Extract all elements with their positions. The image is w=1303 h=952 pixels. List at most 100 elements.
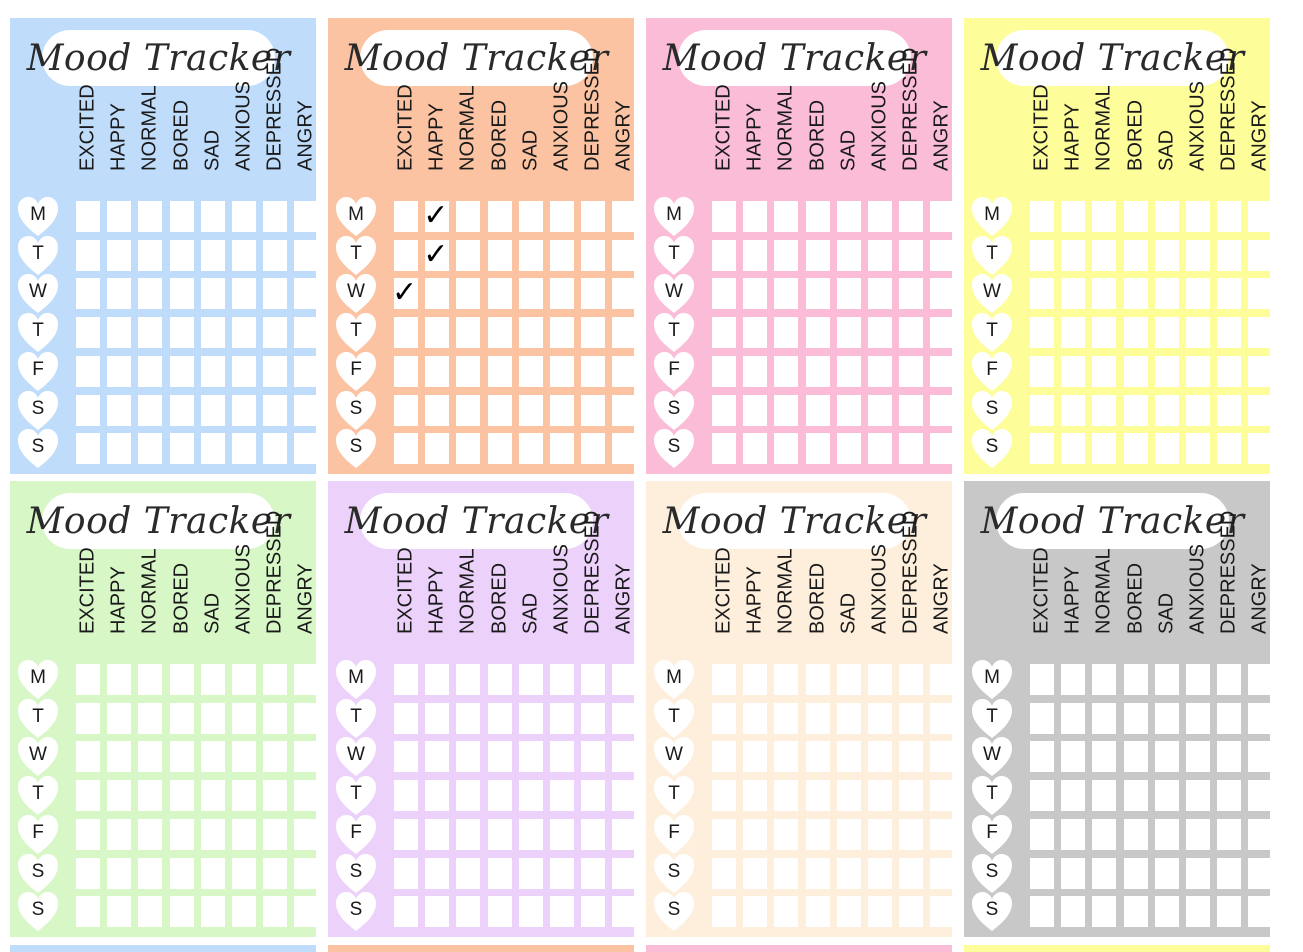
mood-cell[interactable]	[930, 239, 955, 271]
mood-cell[interactable]	[107, 239, 132, 271]
mood-cell[interactable]	[76, 201, 100, 232]
mood-cell[interactable]	[930, 433, 955, 465]
mood-cell[interactable]	[1248, 780, 1273, 812]
mood-cell[interactable]	[612, 664, 637, 695]
mood-cell[interactable]	[612, 239, 637, 271]
mood-cell[interactable]	[805, 278, 830, 310]
mood-cell[interactable]	[868, 664, 892, 695]
mood-cell[interactable]	[1154, 702, 1179, 734]
mood-cell[interactable]	[550, 741, 574, 773]
mood-cell[interactable]	[518, 278, 543, 310]
mood-cell[interactable]	[712, 201, 736, 232]
mood-cell[interactable]	[394, 780, 418, 812]
mood-cell[interactable]	[930, 702, 955, 734]
mood-cell[interactable]	[868, 818, 892, 850]
mood-cell[interactable]	[1217, 201, 1242, 232]
mood-cell[interactable]	[456, 741, 481, 773]
mood-cell[interactable]	[1154, 780, 1179, 812]
mood-cell[interactable]	[76, 741, 100, 773]
mood-cell[interactable]	[868, 394, 892, 426]
mood-cell[interactable]	[1092, 239, 1117, 271]
mood-cell[interactable]	[138, 433, 163, 465]
mood-cell[interactable]	[612, 780, 637, 812]
mood-cell[interactable]	[805, 394, 830, 426]
mood-cell[interactable]	[868, 278, 892, 310]
mood-cell[interactable]	[425, 664, 450, 695]
mood-cell[interactable]	[1061, 317, 1086, 349]
mood-cell[interactable]	[1123, 702, 1148, 734]
mood-cell[interactable]	[550, 394, 574, 426]
mood-cell[interactable]	[1030, 857, 1054, 889]
mood-cell[interactable]	[138, 818, 163, 850]
mood-cell[interactable]	[774, 201, 799, 232]
mood-cell[interactable]	[518, 702, 543, 734]
mood-cell[interactable]	[1030, 741, 1054, 773]
mood-cell[interactable]	[836, 394, 861, 426]
mood-cell[interactable]	[107, 896, 132, 928]
mood-cell[interactable]	[232, 741, 256, 773]
mood-cell[interactable]	[294, 239, 319, 271]
mood-cell[interactable]	[712, 818, 736, 850]
mood-cell[interactable]	[899, 278, 924, 310]
mood-cell[interactable]	[1030, 239, 1054, 271]
mood-cell[interactable]	[294, 702, 319, 734]
mood-cell[interactable]	[425, 741, 450, 773]
mood-cell[interactable]	[743, 857, 768, 889]
mood-cell[interactable]	[712, 239, 736, 271]
mood-cell[interactable]	[774, 433, 799, 465]
mood-cell[interactable]	[1154, 239, 1179, 271]
mood-cell[interactable]	[612, 818, 637, 850]
mood-cell[interactable]	[550, 896, 574, 928]
mood-cell[interactable]	[518, 896, 543, 928]
mood-cell[interactable]	[518, 433, 543, 465]
mood-cell[interactable]	[1248, 355, 1273, 387]
mood-cell[interactable]	[712, 702, 736, 734]
mood-cell[interactable]	[612, 278, 637, 310]
mood-cell[interactable]	[263, 239, 288, 271]
mood-cell[interactable]	[1217, 394, 1242, 426]
mood-cell[interactable]	[581, 702, 606, 734]
mood-cell[interactable]	[868, 201, 892, 232]
mood-cell[interactable]	[169, 317, 194, 349]
mood-cell[interactable]	[1123, 780, 1148, 812]
mood-cell[interactable]	[1030, 433, 1054, 465]
mood-cell[interactable]	[518, 201, 543, 232]
mood-cell[interactable]	[550, 201, 574, 232]
mood-cell[interactable]	[456, 896, 481, 928]
mood-cell[interactable]	[487, 741, 512, 773]
mood-cell[interactable]	[805, 818, 830, 850]
mood-cell[interactable]	[232, 664, 256, 695]
mood-cell[interactable]	[581, 741, 606, 773]
mood-cell[interactable]	[774, 780, 799, 812]
mood-cell[interactable]	[200, 394, 225, 426]
mood-cell[interactable]	[774, 355, 799, 387]
mood-cell[interactable]	[836, 317, 861, 349]
mood-cell[interactable]	[612, 702, 637, 734]
mood-cell[interactable]	[169, 201, 194, 232]
mood-cell[interactable]	[868, 702, 892, 734]
mood-cell[interactable]	[294, 780, 319, 812]
mood-cell[interactable]	[743, 433, 768, 465]
mood-cell[interactable]	[550, 664, 574, 695]
mood-cell[interactable]	[425, 780, 450, 812]
mood-cell[interactable]	[1123, 239, 1148, 271]
mood-cell[interactable]	[487, 818, 512, 850]
mood-cell[interactable]	[712, 355, 736, 387]
mood-cell[interactable]	[200, 896, 225, 928]
mood-cell[interactable]	[138, 317, 163, 349]
mood-cell[interactable]	[581, 239, 606, 271]
mood-cell[interactable]	[868, 780, 892, 812]
mood-cell[interactable]	[487, 896, 512, 928]
mood-cell[interactable]	[425, 433, 450, 465]
mood-cell[interactable]	[1092, 394, 1117, 426]
mood-cell[interactable]	[1061, 702, 1086, 734]
mood-cell[interactable]	[712, 317, 736, 349]
mood-cell[interactable]	[930, 355, 955, 387]
mood-cell[interactable]	[107, 664, 132, 695]
mood-cell[interactable]	[930, 896, 955, 928]
mood-cell[interactable]	[1030, 201, 1054, 232]
mood-cell[interactable]	[456, 355, 481, 387]
mood-cell[interactable]	[232, 857, 256, 889]
mood-cell[interactable]	[107, 741, 132, 773]
mood-cell[interactable]	[1217, 702, 1242, 734]
